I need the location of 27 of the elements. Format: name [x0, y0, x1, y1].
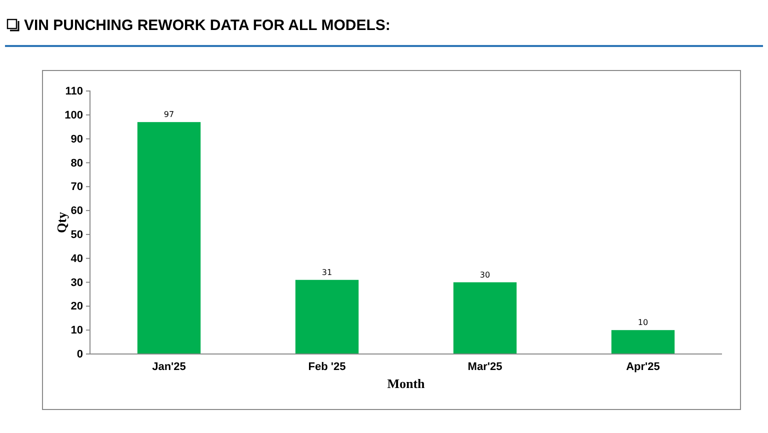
bar	[137, 122, 201, 354]
y-tick-label: 70	[70, 181, 83, 194]
data-label: 10	[638, 318, 648, 328]
bar	[611, 330, 675, 354]
y-tick-label: 50	[70, 228, 83, 241]
y-tick-label: 80	[70, 157, 83, 170]
y-axis-title: Qty	[54, 212, 69, 233]
x-axis-title: Month	[387, 376, 426, 391]
x-tick-label: Feb '25	[308, 360, 346, 373]
x-tick-label: Jan'25	[152, 360, 186, 373]
chart-title: VIN PUNCHING REWORK DATA FOR ALL MODELS:	[24, 17, 390, 34]
y-tick-label: 90	[70, 133, 83, 146]
data-label: 31	[322, 268, 332, 277]
data-label: 97	[164, 110, 174, 120]
bar	[295, 280, 359, 354]
x-tick-label: Apr'25	[626, 360, 660, 373]
x-tick-label: Mar'25	[468, 360, 502, 373]
y-tick-label: 60	[70, 205, 83, 218]
y-tick-label: 40	[70, 252, 83, 265]
y-tick-label: 0	[76, 348, 83, 361]
y-tick-label: 110	[65, 86, 83, 98]
y-tick-label: 10	[70, 324, 83, 337]
bar	[453, 282, 517, 354]
y-tick-label: 30	[70, 276, 83, 289]
y-tick-label: 20	[70, 300, 83, 313]
data-label: 30	[480, 270, 490, 280]
y-tick-label: 100	[64, 109, 83, 122]
